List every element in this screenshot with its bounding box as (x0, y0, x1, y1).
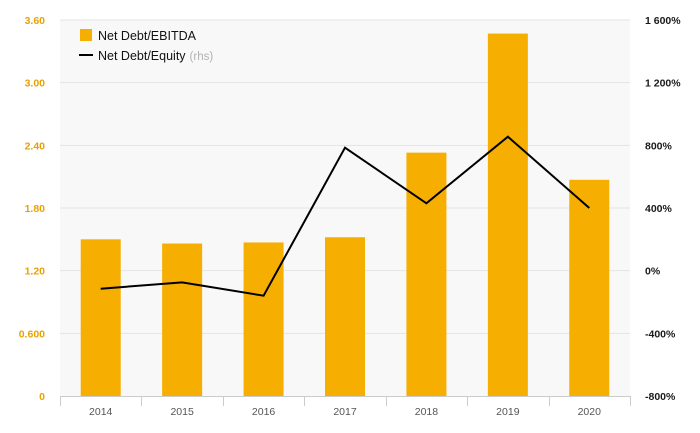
legend-line-suffix: (rhs) (190, 51, 214, 63)
x-tick-label: 2017 (333, 406, 357, 418)
x-tick-label: 2015 (170, 406, 194, 418)
legend-line-label: Net Debt/Equity (rhs) (98, 49, 213, 63)
x-tick-label: 2019 (496, 406, 520, 418)
bar-2016 (243, 242, 284, 396)
bar-2018 (406, 152, 447, 396)
axes (60, 396, 631, 406)
left-axis-ticks: 0 0.600 1.20 1.80 2.40 3.00 3.60 (19, 15, 45, 403)
left-tick-label: 1.80 (25, 203, 46, 215)
left-tick-label: 2.40 (25, 140, 46, 152)
right-tick-label: 1 600% (645, 15, 681, 27)
x-axis-ticks: 2014 2015 2016 2017 2018 2019 2020 (89, 406, 601, 418)
right-tick-label: 800% (645, 140, 673, 152)
x-tick-label: 2014 (89, 406, 113, 418)
x-tick-label: 2020 (578, 406, 602, 418)
legend: Net Debt/EBITDA Net Debt/Equity (rhs) (79, 29, 213, 63)
right-tick-label: 0% (645, 266, 661, 278)
right-tick-label: 400% (645, 203, 673, 215)
legend-bar-label: Net Debt/EBITDA (98, 29, 197, 43)
bar-2020 (569, 179, 610, 396)
right-axis-ticks: -800% -400% 0% 400% 800% 1 200% 1 600% (645, 15, 681, 403)
bar-2015 (162, 243, 203, 396)
bar-2014 (80, 239, 121, 396)
left-tick-label: 0 (39, 391, 45, 403)
left-tick-label: 3.60 (25, 15, 46, 27)
legend-bar-swatch (80, 29, 92, 41)
bar-2019 (487, 33, 528, 396)
right-tick-label: -800% (645, 391, 676, 403)
x-tick-label: 2016 (252, 406, 276, 418)
right-tick-label: -400% (645, 328, 676, 340)
line-series (100, 135, 590, 297)
right-tick-label: 1 200% (645, 78, 681, 90)
left-tick-label: 1.20 (25, 266, 46, 278)
bar-2017 (325, 237, 365, 396)
x-tick-label: 2018 (415, 406, 439, 418)
left-tick-label: 0.600 (19, 328, 45, 340)
line-net-debt-equity (100, 135, 590, 297)
left-tick-label: 3.00 (25, 78, 46, 90)
legend-line-label-text: Net Debt/Equity (98, 49, 186, 63)
